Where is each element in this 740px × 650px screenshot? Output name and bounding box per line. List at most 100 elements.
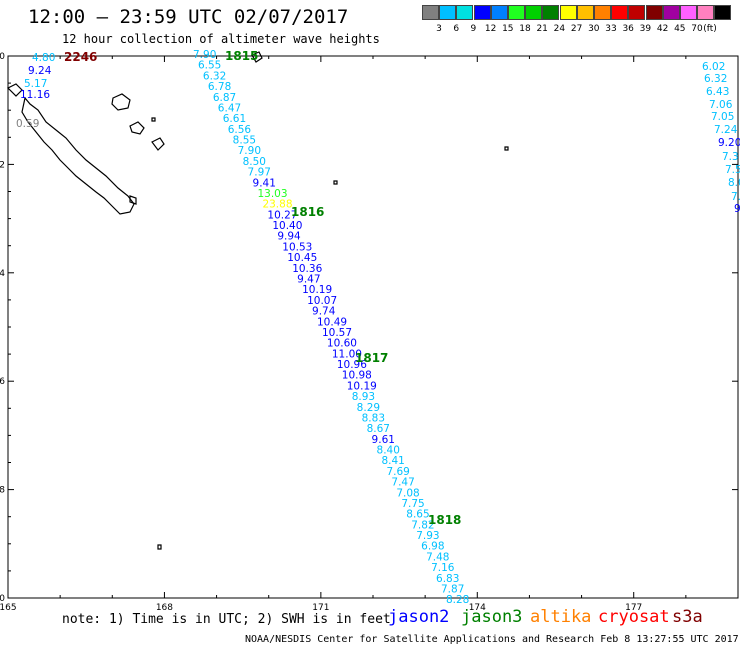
- jason2-track-main: 7.906.556.326.786.876.476.616.568.557.90…: [193, 49, 469, 606]
- swh-value: 8.41: [381, 455, 404, 467]
- swh-value: 10.57: [322, 327, 352, 339]
- scale-swatch: [628, 5, 646, 20]
- swh-value: 8.50: [243, 156, 266, 168]
- swh-value: 7.5: [725, 164, 740, 176]
- scale-swatch: [559, 5, 577, 20]
- track-right: 6.026.326.437.067.057.249.20 7.37.58.0 7.9: [702, 61, 740, 215]
- swh-value: 6.43: [706, 86, 729, 98]
- swh-value: 8.0: [728, 177, 740, 189]
- islet-north: [251, 51, 263, 63]
- scale-swatch: [422, 5, 439, 20]
- pass-time: 1817: [355, 351, 388, 365]
- swh-value: 7.16: [431, 562, 455, 574]
- swh-value: 11.16: [20, 89, 50, 101]
- pass-time: 1818: [428, 513, 461, 527]
- lon-label: 177: [625, 603, 642, 613]
- swh-value: 7.97: [248, 167, 271, 179]
- scale-tick-label: 36: [622, 24, 634, 34]
- page-title: 12:00 – 23:59 UTC 02/07/2017: [28, 6, 349, 28]
- swh-value: 6.83: [436, 573, 459, 585]
- scale-tick-label: 27: [570, 24, 583, 34]
- swh-value: 10.49: [317, 316, 347, 328]
- swh-value: 7.05: [711, 111, 734, 123]
- islet-small-3: [157, 544, 162, 550]
- lat-label: -24: [0, 269, 5, 279]
- loyalty-island-1: [111, 93, 131, 111]
- swh-value: 10.45: [287, 252, 317, 264]
- page-subtitle: 12 hour collection of altimeter wave hei…: [62, 32, 380, 46]
- scale-swatch: [611, 5, 629, 20]
- satellite-name: altika: [530, 607, 592, 627]
- satellite-name: jason3: [461, 607, 523, 627]
- footer-note: note: 1) Time is in UTC; 2) SWH is in fe…: [62, 612, 391, 627]
- scale-tick-label: 15: [502, 24, 514, 34]
- swh-value: 9: [734, 203, 740, 215]
- swh-value: 9.24: [28, 65, 52, 77]
- lat-label: -22: [0, 160, 5, 170]
- swh-value: 6.87: [213, 92, 236, 104]
- swh-value: 8.67: [367, 423, 390, 435]
- swh-value: 6.32: [203, 70, 226, 82]
- swh-value: 8.29: [357, 402, 380, 414]
- lon-label: 174: [469, 603, 486, 613]
- lat-label: -26: [0, 377, 5, 387]
- new-caledonia-coast: [21, 96, 135, 215]
- pass-time: 2246: [64, 50, 97, 64]
- scale-tick-label: 18: [519, 24, 531, 34]
- loyalty-island-2: [129, 121, 145, 135]
- scale-tick-label: 42: [656, 24, 669, 34]
- swh-value: 10.36: [292, 263, 322, 275]
- scale-tick-label: 70: [691, 24, 703, 34]
- scale-tick-label: 21: [536, 24, 548, 34]
- swh-value: 8.83: [362, 412, 385, 424]
- scale-tick-label: 3: [436, 24, 442, 34]
- swh-value: 9.20: [718, 137, 740, 149]
- swh-value: 7.69: [386, 466, 409, 478]
- swh-value: 6.61: [223, 113, 246, 125]
- swh-value: 6.98: [421, 541, 444, 553]
- swh-value: 9.41: [253, 177, 276, 189]
- swh-value: 7.24: [714, 124, 738, 136]
- scale-swatch: [714, 5, 732, 20]
- loyalty-island-3: [151, 137, 165, 151]
- swh-value: 9.61: [372, 434, 395, 446]
- swh-value: 10.27: [267, 209, 297, 221]
- swh-value: 10.19: [347, 380, 377, 392]
- swh-value: 9.47: [297, 273, 320, 285]
- scale-tick-label: 39: [639, 24, 652, 34]
- swh-value: 6.56: [228, 124, 252, 136]
- scale-tick-label: 33: [605, 24, 617, 34]
- lat-label: -20: [0, 52, 5, 62]
- scale-tick-label: 45: [674, 24, 686, 34]
- lon-label: 165: [0, 603, 17, 613]
- scale-swatch: [508, 5, 525, 20]
- scale-swatch: [680, 5, 697, 20]
- scale-swatch: [439, 5, 457, 20]
- scale-tick-label: 24: [553, 24, 566, 34]
- swh-value: 7.3: [722, 151, 739, 163]
- scale-tick-label: 30: [588, 24, 600, 34]
- swh-value: 6.02: [702, 61, 725, 73]
- swh-value: 10.53: [282, 241, 312, 253]
- scale-swatch: [645, 5, 663, 20]
- swh-value: 5.17: [24, 78, 47, 90]
- swh-value: 23.88: [262, 199, 292, 211]
- islet-small-4: [151, 117, 156, 122]
- scale-tick-label: 9: [470, 24, 477, 34]
- swh-value: 8.93: [352, 391, 375, 403]
- islet-small-1: [333, 180, 338, 185]
- map-border: [7, 55, 739, 599]
- swh-value: 10.40: [272, 220, 302, 232]
- swh-value: 10.98: [342, 370, 372, 382]
- islet-small-2: [504, 146, 509, 151]
- swh-value: 7.48: [426, 551, 449, 563]
- swh-value: 7.06: [709, 99, 733, 111]
- lon-label: 171: [312, 603, 329, 613]
- swh-value: 6.55: [198, 60, 221, 72]
- swh-value: 10.19: [302, 284, 332, 296]
- pass-time-labels: 2246 1815 1816 1817 1818: [64, 49, 461, 527]
- lat-label: -30: [0, 594, 5, 604]
- ile-des-pins: [129, 195, 137, 205]
- scale-swatch: [456, 5, 474, 20]
